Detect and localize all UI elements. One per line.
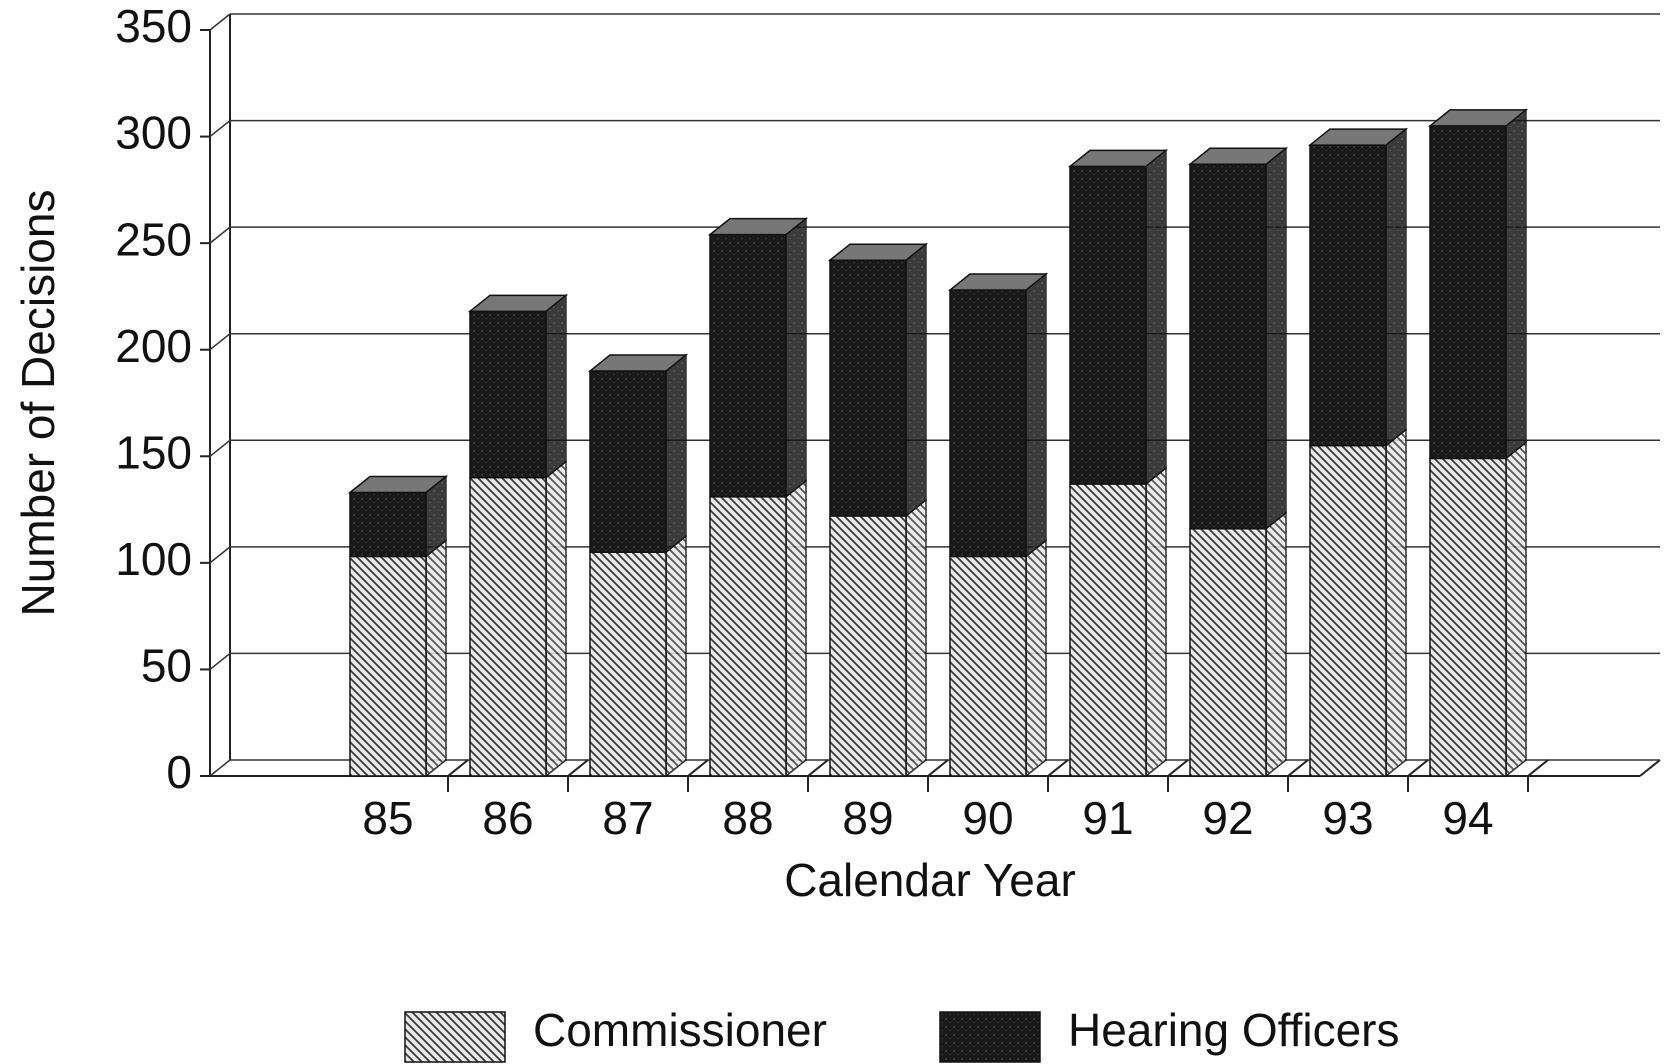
grid-diagonal <box>209 13 231 31</box>
legend-swatch <box>939 1011 1041 1063</box>
bar-segment <box>1189 163 1267 530</box>
bar-top <box>1067 149 1169 168</box>
bar-segment <box>469 310 547 479</box>
y-tick-label: 50 <box>141 640 192 692</box>
bar-top <box>1427 109 1529 127</box>
bar-segment <box>1309 444 1387 777</box>
bar-top <box>947 273 1049 291</box>
floor-tick <box>1527 759 1549 777</box>
bar-top <box>467 294 569 313</box>
bar-segment <box>1189 528 1267 777</box>
bar-segment <box>949 555 1027 777</box>
legend-label: Hearing Officers <box>1068 1004 1400 1056</box>
bar-side <box>665 353 687 554</box>
bar-top <box>707 217 809 236</box>
bar-side <box>545 460 567 778</box>
bar-top <box>827 243 929 261</box>
bar-segment <box>709 496 787 777</box>
x-tick-label: 92 <box>1202 792 1253 844</box>
floor-tick <box>567 759 589 777</box>
bar-side <box>1385 428 1407 778</box>
y-tick-label: 250 <box>115 213 192 265</box>
y-tick-label: 100 <box>115 533 192 585</box>
bar-top <box>347 475 449 494</box>
bar-side <box>1385 127 1407 448</box>
grid-diagonal <box>209 652 231 671</box>
legend-swatch <box>404 1011 506 1063</box>
grid-diagonal <box>209 439 231 457</box>
x-tick-label: 88 <box>722 792 773 844</box>
y-tick-label: 200 <box>115 320 192 372</box>
floor-tick <box>687 759 709 777</box>
bar-segment <box>829 259 907 517</box>
x-axis-title: Calendar Year <box>784 854 1076 906</box>
bar-top <box>1307 128 1409 146</box>
bar-side <box>1505 108 1527 460</box>
y-tick-label: 150 <box>115 426 192 478</box>
bar-side <box>1025 272 1047 559</box>
bar-segment <box>349 555 427 777</box>
floor-tick <box>1287 759 1309 777</box>
x-tick-label: 90 <box>962 792 1013 844</box>
bar-segment <box>1309 144 1387 447</box>
bar-side <box>1145 148 1167 486</box>
bar-side <box>1145 466 1167 778</box>
bar-segment <box>1069 165 1147 485</box>
floor-tick <box>447 759 469 777</box>
bar-segment <box>949 289 1027 558</box>
y-tick-label: 0 <box>166 746 192 798</box>
bar-side <box>545 293 567 480</box>
grid-diagonal <box>209 333 231 351</box>
grid-diagonal <box>209 546 231 564</box>
bar-segment <box>829 515 907 777</box>
x-tick-label: 91 <box>1082 792 1133 844</box>
x-tick-label: 87 <box>602 792 653 844</box>
x-tick-label: 93 <box>1322 792 1373 844</box>
x-tick-label: 94 <box>1442 792 1493 844</box>
bar-top <box>1187 147 1289 166</box>
bar-segment <box>469 476 547 777</box>
floor-right <box>1639 759 1661 777</box>
bar-segment <box>1429 457 1507 777</box>
bar-side <box>1505 440 1527 778</box>
grid-diagonal <box>209 226 231 244</box>
bar-side <box>1265 511 1287 778</box>
x-tick-label: 85 <box>362 792 413 844</box>
floor-tick <box>1167 759 1189 777</box>
grid-diagonal <box>209 759 231 777</box>
bar-side <box>785 217 807 499</box>
y-tick-label: 350 <box>115 0 192 52</box>
bar-side <box>785 479 807 778</box>
bar-side <box>1025 538 1047 778</box>
floor-tick <box>807 759 829 777</box>
x-tick-label: 86 <box>482 792 533 844</box>
floor-tick <box>927 759 949 777</box>
floor-tick <box>1047 759 1069 777</box>
bar-side <box>905 498 927 778</box>
bar-side <box>425 538 447 778</box>
bar-segment <box>1429 125 1507 460</box>
bar-top <box>587 354 689 372</box>
bar-side <box>665 534 687 778</box>
legend-label: Commissioner <box>533 1004 827 1056</box>
bar-segment <box>1069 483 1147 777</box>
y-tick-label: 300 <box>115 107 192 159</box>
bar-segment <box>709 233 787 498</box>
x-tick-label: 89 <box>842 792 893 844</box>
bar-side <box>1265 146 1287 531</box>
grid-diagonal <box>209 119 231 138</box>
bar-side <box>905 242 927 518</box>
bar-segment <box>589 370 667 553</box>
bar-segment <box>589 551 667 777</box>
y-axis-title: Number of Decisions <box>12 190 64 617</box>
floor-tick <box>1407 759 1429 777</box>
bar-segment <box>349 491 427 558</box>
